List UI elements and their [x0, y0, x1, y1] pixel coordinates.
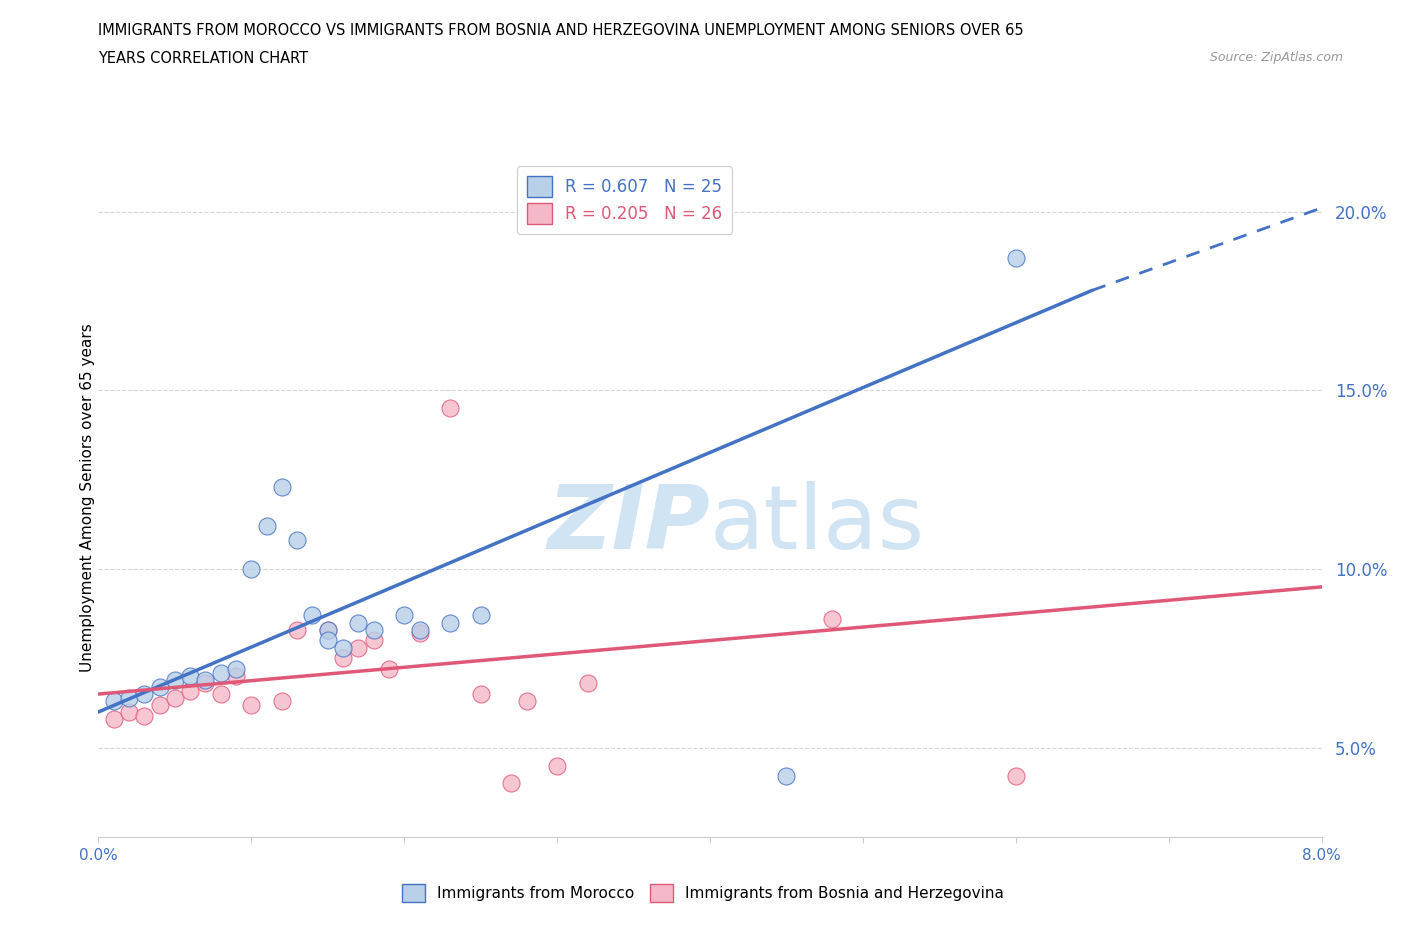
Point: [194, 672, 217, 687]
Point: [270, 694, 294, 709]
Point: [285, 533, 308, 548]
Point: [576, 676, 599, 691]
Point: [470, 686, 492, 701]
Point: [439, 615, 461, 630]
Point: [392, 608, 416, 623]
Point: [408, 622, 430, 637]
Point: [240, 562, 263, 577]
Point: [209, 686, 232, 701]
Text: ZIP: ZIP: [547, 481, 710, 568]
Point: [179, 669, 201, 684]
Point: [1004, 251, 1026, 266]
Point: [225, 661, 247, 676]
Point: [316, 622, 339, 637]
Text: 0.0%: 0.0%: [79, 848, 118, 863]
Point: [501, 776, 523, 790]
Point: [285, 622, 308, 637]
Point: [546, 758, 568, 773]
Point: [316, 633, 339, 648]
Point: [256, 519, 278, 534]
Point: [163, 672, 186, 687]
Legend: Immigrants from Morocco, Immigrants from Bosnia and Herzegovina: Immigrants from Morocco, Immigrants from…: [396, 878, 1010, 909]
Point: [149, 698, 172, 712]
Point: [270, 479, 294, 494]
Point: [347, 640, 370, 655]
Point: [316, 622, 339, 637]
Text: IMMIGRANTS FROM MOROCCO VS IMMIGRANTS FROM BOSNIA AND HERZEGOVINA UNEMPLOYMENT A: IMMIGRANTS FROM MOROCCO VS IMMIGRANTS FR…: [98, 23, 1024, 38]
Point: [194, 676, 217, 691]
Point: [332, 640, 354, 655]
Text: YEARS CORRELATION CHART: YEARS CORRELATION CHART: [98, 51, 308, 66]
Y-axis label: Unemployment Among Seniors over 65 years: Unemployment Among Seniors over 65 years: [80, 324, 94, 671]
Point: [363, 633, 385, 648]
Point: [516, 694, 538, 709]
Point: [134, 708, 156, 723]
Point: [163, 690, 186, 705]
Point: [408, 626, 430, 641]
Text: Source: ZipAtlas.com: Source: ZipAtlas.com: [1209, 51, 1343, 64]
Point: [363, 622, 385, 637]
Point: [118, 705, 141, 720]
Point: [225, 669, 247, 684]
Text: 8.0%: 8.0%: [1302, 848, 1341, 863]
Point: [347, 615, 370, 630]
Point: [103, 694, 125, 709]
Point: [1004, 769, 1026, 784]
Point: [470, 608, 492, 623]
Point: [118, 690, 141, 705]
Point: [103, 711, 125, 726]
Point: [134, 686, 156, 701]
Point: [301, 608, 323, 623]
Point: [378, 661, 401, 676]
Text: atlas: atlas: [710, 481, 925, 568]
Point: [149, 680, 172, 695]
Point: [209, 665, 232, 680]
Point: [439, 401, 461, 416]
Point: [332, 651, 354, 666]
Legend: R = 0.607   N = 25, R = 0.205   N = 26: R = 0.607 N = 25, R = 0.205 N = 26: [516, 166, 733, 233]
Point: [179, 683, 201, 698]
Point: [775, 769, 797, 784]
Point: [821, 612, 844, 627]
Point: [240, 698, 263, 712]
